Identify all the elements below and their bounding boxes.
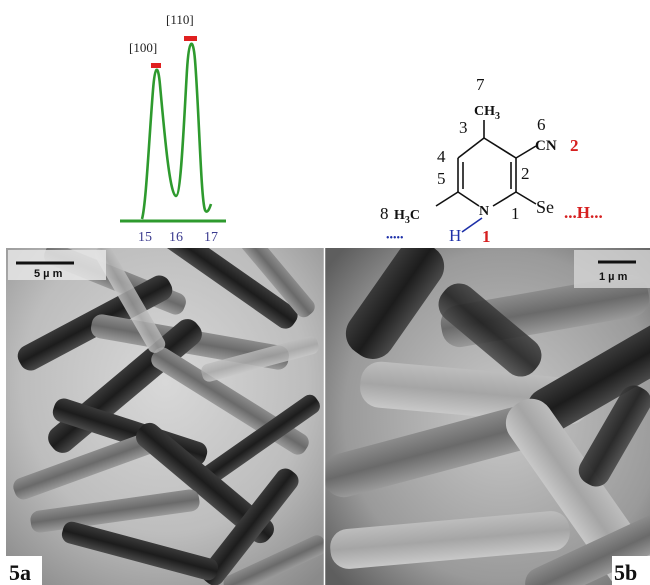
- micrograph-5a: 5 µ m 5a: [6, 248, 324, 585]
- scale-label-5a: 5 µ m: [34, 268, 63, 280]
- tick-label-15: 15: [138, 230, 152, 245]
- hbond-number-1: 1: [482, 227, 491, 246]
- nh-hydrogen: H: [449, 226, 461, 245]
- peak-marker-110: [184, 36, 197, 41]
- h3c-group: H3C: [394, 208, 420, 226]
- peak-label-100: [100]: [129, 40, 157, 55]
- panel-label-box-5b: [612, 556, 650, 585]
- atom-number-7: 7: [476, 75, 485, 94]
- panel-label-5a: 5a: [9, 560, 31, 585]
- tick-label-16: 16: [169, 230, 183, 245]
- peak-marker-100: [151, 63, 161, 68]
- hbond-number-2: 2: [570, 136, 579, 155]
- micrograph-5b: 1 µ m 5b: [325, 248, 650, 585]
- panel-label-box-5a: [6, 556, 42, 585]
- spectrum-curve: [140, 42, 213, 220]
- scale-label-5b: 1 µ m: [599, 271, 628, 283]
- rods-5a: [13, 248, 324, 585]
- scalebar-box-5a: [8, 250, 106, 280]
- xrd-spectrum-inset: [100] [110] 15 16 17: [120, 12, 226, 245]
- nh-dots: •••••: [386, 233, 404, 244]
- panel-label-5b: 5b: [614, 560, 637, 585]
- nitrogen-atom: N: [479, 204, 489, 219]
- atom-number-4: 4: [437, 147, 446, 166]
- tick-label-17: 17: [204, 230, 218, 245]
- nh-bond: [461, 217, 483, 233]
- ring-bonds: [435, 120, 537, 207]
- peak-label-110: [110]: [166, 12, 194, 27]
- atom-number-2: 2: [521, 164, 530, 183]
- atom-number-6: 6: [537, 115, 546, 134]
- cn-group: CN: [535, 138, 557, 154]
- scalebar-box-5b: [574, 250, 650, 288]
- se-hbond-label: ...H...: [564, 203, 603, 222]
- atom-number-1: 1: [511, 204, 520, 223]
- atom-number-8: 8: [380, 204, 389, 223]
- atom-number-3: 3: [459, 118, 468, 137]
- pyridine-selone-structure: 7 CH3 6 3 CN 2 2 4 5 8 H3C N 1 Se ...H..…: [380, 75, 603, 246]
- atom-number-5: 5: [437, 169, 446, 188]
- ch3-top: CH3: [474, 104, 500, 122]
- rods-5b: [325, 248, 650, 585]
- selenium-atom: Se: [536, 197, 554, 217]
